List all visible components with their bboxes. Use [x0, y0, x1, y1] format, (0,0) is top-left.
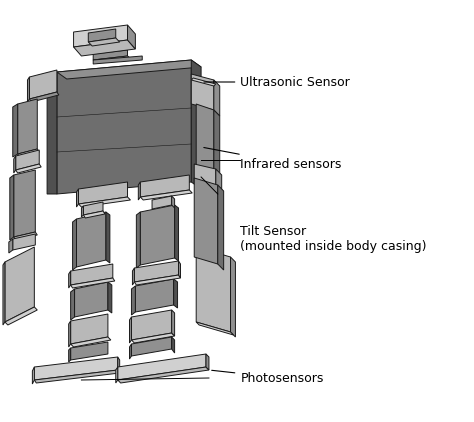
Text: Photosensors: Photosensors — [212, 370, 324, 384]
Polygon shape — [69, 348, 71, 362]
Polygon shape — [9, 239, 13, 253]
Polygon shape — [131, 333, 174, 343]
Polygon shape — [16, 164, 41, 173]
Polygon shape — [140, 205, 174, 265]
Polygon shape — [206, 354, 209, 370]
Polygon shape — [71, 337, 111, 347]
Polygon shape — [73, 219, 76, 270]
Polygon shape — [218, 185, 224, 270]
Polygon shape — [93, 50, 128, 60]
Polygon shape — [71, 278, 115, 288]
Polygon shape — [5, 247, 34, 322]
Polygon shape — [129, 317, 131, 343]
Polygon shape — [18, 149, 39, 157]
Polygon shape — [131, 310, 172, 340]
Text: Ultrasonic Sensor: Ultrasonic Sensor — [204, 76, 350, 89]
Polygon shape — [83, 202, 103, 215]
Polygon shape — [129, 344, 131, 359]
Polygon shape — [194, 178, 218, 264]
Polygon shape — [128, 25, 136, 49]
Polygon shape — [71, 264, 113, 285]
Polygon shape — [174, 205, 179, 261]
Polygon shape — [34, 370, 119, 383]
Polygon shape — [137, 212, 140, 268]
Polygon shape — [71, 314, 108, 344]
Polygon shape — [69, 321, 71, 347]
Polygon shape — [16, 150, 39, 170]
Polygon shape — [14, 156, 16, 173]
Polygon shape — [116, 367, 118, 383]
Polygon shape — [18, 99, 37, 154]
Polygon shape — [57, 60, 201, 79]
Polygon shape — [196, 247, 230, 332]
Polygon shape — [13, 234, 36, 250]
Polygon shape — [83, 211, 105, 218]
Polygon shape — [135, 275, 181, 285]
Polygon shape — [118, 354, 206, 380]
Polygon shape — [118, 367, 209, 383]
Polygon shape — [57, 60, 191, 194]
Polygon shape — [73, 25, 128, 47]
Polygon shape — [73, 40, 136, 56]
Polygon shape — [140, 190, 192, 200]
Polygon shape — [71, 289, 74, 320]
Polygon shape — [71, 342, 108, 360]
Polygon shape — [34, 357, 118, 380]
Polygon shape — [214, 110, 220, 178]
Polygon shape — [196, 104, 214, 172]
Polygon shape — [216, 169, 222, 195]
Polygon shape — [5, 307, 37, 325]
Polygon shape — [172, 310, 174, 336]
Polygon shape — [106, 212, 110, 263]
Polygon shape — [135, 261, 179, 282]
Polygon shape — [196, 322, 234, 335]
Polygon shape — [194, 164, 216, 189]
Polygon shape — [191, 78, 216, 86]
Polygon shape — [118, 357, 119, 373]
Polygon shape — [47, 72, 57, 194]
Polygon shape — [10, 175, 14, 240]
Polygon shape — [29, 70, 57, 99]
Polygon shape — [132, 268, 135, 285]
Polygon shape — [79, 182, 128, 204]
Polygon shape — [138, 182, 140, 200]
Polygon shape — [82, 206, 83, 217]
Polygon shape — [179, 261, 181, 278]
Polygon shape — [14, 232, 37, 240]
Polygon shape — [172, 337, 174, 353]
Polygon shape — [79, 197, 130, 207]
Polygon shape — [136, 279, 173, 312]
Polygon shape — [88, 29, 116, 42]
Polygon shape — [76, 212, 106, 267]
Polygon shape — [140, 175, 189, 197]
Polygon shape — [14, 170, 36, 237]
Polygon shape — [93, 56, 131, 63]
Polygon shape — [191, 60, 201, 189]
Polygon shape — [131, 337, 172, 356]
Polygon shape — [230, 257, 236, 337]
Polygon shape — [32, 367, 34, 384]
Polygon shape — [214, 80, 220, 116]
Polygon shape — [13, 104, 18, 157]
Text: Infrared sensors: Infrared sensors — [204, 148, 342, 170]
Polygon shape — [3, 262, 5, 325]
Polygon shape — [27, 77, 29, 102]
Polygon shape — [29, 92, 59, 102]
Polygon shape — [76, 189, 79, 207]
Polygon shape — [173, 279, 178, 308]
Text: Tilt Sensor
(mounted inside body casing): Tilt Sensor (mounted inside body casing) — [240, 225, 427, 253]
Polygon shape — [88, 38, 119, 46]
Polygon shape — [131, 286, 136, 315]
Polygon shape — [93, 56, 142, 64]
Polygon shape — [108, 282, 112, 313]
Polygon shape — [172, 196, 174, 208]
Polygon shape — [69, 271, 71, 288]
Polygon shape — [152, 196, 172, 209]
Polygon shape — [191, 74, 214, 110]
Polygon shape — [74, 282, 108, 317]
